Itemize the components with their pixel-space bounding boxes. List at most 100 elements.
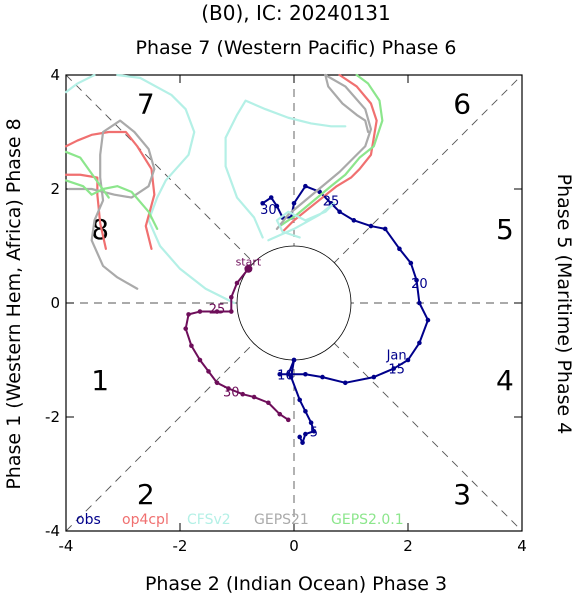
series-point-forecast <box>251 394 257 400</box>
series-line-CFSv2-b <box>267 202 335 242</box>
series-point-forecast <box>286 417 291 423</box>
series-point-obs <box>417 300 422 306</box>
series-point-obs-early <box>303 409 308 414</box>
legend-entry: CFSv2 <box>187 512 231 528</box>
series-line-op4cpl-b <box>64 130 156 250</box>
point-label: 30 <box>223 385 240 400</box>
point-label: Jan <box>386 348 407 363</box>
series-point-obs <box>337 209 342 215</box>
series-point-obs <box>343 380 348 386</box>
series-point-obs <box>274 203 280 209</box>
point-label: start <box>236 255 262 268</box>
series-line-op4cpl-c <box>64 173 108 250</box>
series-point-obs-early <box>297 397 303 403</box>
legend-entry: GEPS2.0.1 <box>331 512 404 528</box>
series-point-forecast <box>229 295 234 300</box>
series-point-forecast <box>189 343 194 349</box>
series-point-forecast <box>266 400 271 406</box>
phase-label: 5 <box>496 213 514 246</box>
y-tick-label: -4 <box>45 522 60 540</box>
series-line-GEPS2.0.1 <box>278 73 384 228</box>
axis-title-right: Phase 5 (Maritime) Phase 4 <box>553 174 572 435</box>
series-point-obs <box>417 340 422 346</box>
series-point-obs-early <box>308 420 314 426</box>
series-line-CFSv2-c <box>116 73 236 305</box>
series-line-CFSv2-d <box>64 73 96 94</box>
series-point-forecast <box>186 312 191 317</box>
phase-label: 4 <box>496 364 514 397</box>
x-tick-label: -4 <box>59 537 74 555</box>
y-tick-label: 2 <box>50 180 60 198</box>
series-point-forecast <box>197 309 203 314</box>
start-marker <box>244 264 253 273</box>
series-point-forecast <box>240 391 245 397</box>
phase-label: 8 <box>91 213 109 246</box>
axis-title-top: Phase 7 (Western Pacific) Phase 6 <box>136 37 457 59</box>
x-tick-label: 4 <box>517 537 527 555</box>
point-label: 20 <box>411 277 428 292</box>
legend-entry: op4cpl <box>122 512 169 528</box>
x-tick-label: 2 <box>403 537 413 555</box>
series-point-obs <box>351 218 357 223</box>
series-point-obs <box>382 226 388 232</box>
y-tick-label: -2 <box>45 408 60 426</box>
phase-label: 7 <box>137 88 155 121</box>
series-point-obs <box>277 371 283 377</box>
phase-label: 1 <box>91 364 109 397</box>
series-line-op4cpl <box>281 73 378 233</box>
axis-title-left: Phase 1 (Western Hem, Africa) Phase 8 <box>3 118 25 489</box>
series-line-GEPS21-b <box>67 119 156 290</box>
chart-title: (B0), IC: 20240131 <box>201 1 391 25</box>
point-label: 5 <box>310 425 318 440</box>
series-point-obs-early <box>297 434 303 440</box>
series-point-obs <box>286 371 291 377</box>
series-point-obs <box>303 183 308 189</box>
series-point-forecast <box>226 386 231 391</box>
point-label: 25 <box>209 303 226 318</box>
phase-label: 3 <box>453 478 471 511</box>
point-label: 25 <box>323 194 340 209</box>
series-point-obs <box>391 366 397 371</box>
series-point-obs <box>291 200 297 206</box>
series-point-forecast <box>183 326 188 331</box>
legend-entry: obs <box>76 512 101 528</box>
series-line-GEPS21-c <box>324 73 370 134</box>
series-line-forecast <box>184 267 290 421</box>
series-point-obs <box>397 246 402 252</box>
y-tick-label: 0 <box>50 294 60 312</box>
point-label: 15 <box>388 363 405 378</box>
series-point-obs <box>405 357 411 363</box>
series-point-obs <box>425 317 431 323</box>
x-tick-label: -2 <box>173 537 188 555</box>
series-point-obs <box>320 374 325 380</box>
y-tick-label: 4 <box>50 66 60 84</box>
series-line-GEPS2.0.1-c <box>64 150 110 199</box>
series-point-obs <box>414 277 419 283</box>
series-point-obs-early <box>291 357 297 363</box>
phase-label: 2 <box>137 478 155 511</box>
series-point-forecast <box>277 411 283 417</box>
legend-entry: GEPS21 <box>254 512 309 528</box>
series-point-forecast <box>234 280 240 286</box>
series-point-obs-early <box>303 431 308 437</box>
series-point-obs <box>268 195 274 200</box>
series-point-obs-early <box>288 374 294 380</box>
axis-title-bottom: Phase 2 (Indian Ocean) Phase 3 <box>145 573 447 595</box>
series-point-obs <box>371 374 377 380</box>
series-point-obs <box>408 260 414 266</box>
series-point-obs-early <box>311 428 317 434</box>
series-point-forecast <box>214 309 220 314</box>
x-tick-label: 0 <box>289 537 299 555</box>
series-point-obs <box>368 223 374 229</box>
series-line-GEPS2.0.1-b <box>64 179 159 230</box>
series-line-CFSv2 <box>224 99 347 239</box>
point-label: 30 <box>260 203 277 218</box>
series-point-obs <box>260 200 265 206</box>
series-point-forecast <box>229 309 234 314</box>
point-label: 10 <box>277 368 294 383</box>
phase-label: 6 <box>453 88 471 121</box>
series-point-obs <box>303 371 308 377</box>
series-point-forecast <box>206 369 211 374</box>
series-point-obs-early <box>300 440 305 445</box>
